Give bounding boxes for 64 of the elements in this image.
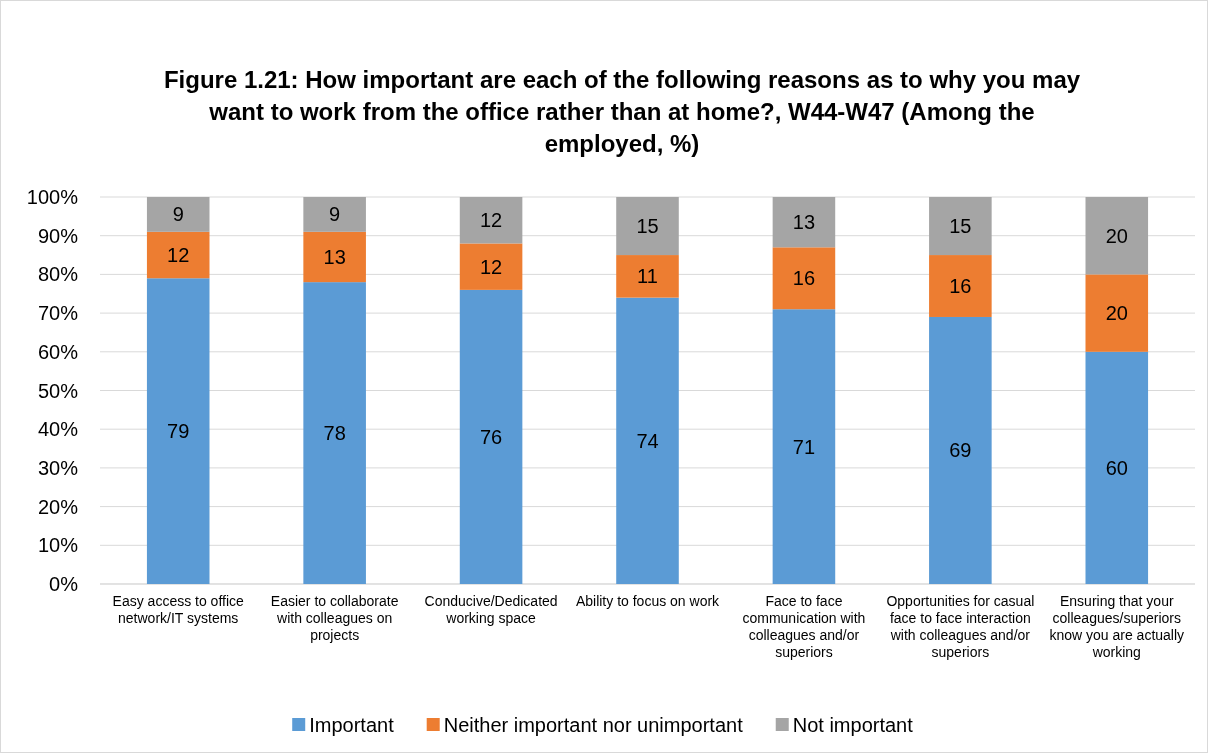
x-tick-label: Easier to collaborate with colleagues on projects (270, 593, 399, 643)
bar (929, 316, 992, 584)
data-label: 69 (949, 439, 972, 462)
bar (303, 197, 366, 232)
data-label: 12 (479, 255, 503, 278)
bar (1085, 197, 1149, 275)
x-tick-label: Easy access to office network/IT systems (112, 593, 245, 626)
bar (303, 282, 366, 584)
data-label: 11 (637, 265, 658, 288)
data-label: 16 (792, 267, 816, 290)
bar (459, 289, 523, 584)
data-label: 60 (1105, 456, 1128, 479)
bar (459, 197, 523, 244)
y-tick-label: 0% (49, 573, 79, 595)
data-label: 15 (636, 215, 659, 238)
bar (772, 309, 836, 584)
data-label: 13 (323, 245, 346, 268)
legend-label: Important (309, 714, 395, 736)
x-tick-label: Ensuring that your colleagues/superiors know you are actually working (1049, 593, 1185, 660)
data-label: 16 (949, 275, 972, 298)
data-label: 76 (479, 425, 503, 448)
bar (303, 231, 366, 283)
data-label: 20 (1105, 224, 1128, 247)
bar (146, 197, 210, 232)
chart-title: Figure 1.21: How important are each of the following reasons as to why you may want to work from the office rather than at home?, W44-W47 (Among the employed, %) (163, 66, 1081, 157)
y-tick-label: 70% (37, 302, 79, 325)
data-label: 15 (949, 215, 972, 238)
data-label: 78 (323, 422, 346, 445)
bar (772, 247, 836, 310)
x-tick-label: Face to face communication with colleagues and/or superiors (742, 593, 866, 660)
data-label: 9 (329, 203, 341, 226)
legend-label: Not important (792, 714, 914, 736)
data-label: 20 (1105, 302, 1128, 325)
y-tick-label: 10% (37, 534, 79, 557)
y-tick-label: 40% (37, 418, 79, 441)
bar (146, 278, 210, 584)
y-tick-label: 30% (37, 456, 79, 479)
bar (772, 197, 836, 248)
legend-label: Neither important nor unimportant (443, 714, 744, 736)
data-label: 13 (792, 211, 816, 234)
y-tick-label: 80% (37, 263, 79, 286)
y-tick-label: 100% (26, 186, 79, 208)
data-label: 74 (636, 429, 659, 452)
bar (1085, 274, 1149, 352)
x-tick-label: Ability to focus on work (575, 593, 721, 609)
data-label: 9 (172, 203, 184, 226)
y-tick-label: 60% (37, 340, 79, 363)
y-tick-label: 90% (37, 224, 79, 247)
data-label: 71 (792, 435, 816, 458)
data-label: 12 (479, 209, 503, 232)
bar (616, 297, 679, 584)
bar (616, 197, 679, 256)
bar (929, 255, 992, 317)
data-label: 12 (167, 244, 190, 267)
data-label: 79 (167, 420, 190, 443)
x-tick-label: Opportunities for casual face to face interaction with colleagues and/or superiors (886, 593, 1035, 660)
y-tick-label: 50% (37, 379, 79, 402)
x-tick-label: Conducive/Dedicated working space (424, 593, 558, 626)
bar (929, 197, 992, 256)
bar (1085, 351, 1149, 584)
bar (616, 255, 679, 298)
bar (146, 231, 210, 279)
bar (459, 243, 523, 290)
y-tick-label: 20% (37, 495, 79, 518)
